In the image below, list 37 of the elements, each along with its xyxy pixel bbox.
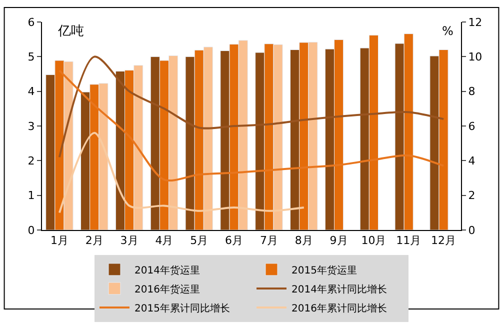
y-tick-label: 5 bbox=[28, 50, 35, 64]
x-tick-label: 2月 bbox=[85, 234, 104, 248]
x-tick-label: 10月 bbox=[361, 234, 386, 248]
y-axis-title: 亿吨 bbox=[57, 24, 84, 39]
legend-label: 2015年累计同比增长 bbox=[134, 302, 230, 314]
y2-tick-label: 0 bbox=[468, 224, 476, 237]
x-tick-label: 12月 bbox=[431, 234, 456, 248]
y-tick-label: 6 bbox=[28, 16, 35, 29]
line-series bbox=[58, 70, 445, 182]
legend-label: 2016年货运里 bbox=[134, 283, 200, 296]
x-tick-label: 5月 bbox=[190, 234, 208, 248]
x-tick-label: 6月 bbox=[225, 234, 244, 248]
line-series bbox=[58, 132, 305, 214]
x-tick-label: 9月 bbox=[330, 234, 348, 248]
legend-label: 2016年累计同比增长 bbox=[292, 302, 387, 314]
y-tick-label: 0 bbox=[28, 224, 35, 237]
legend-label: 2015年货运里 bbox=[292, 264, 357, 276]
y2-tick-label: 12 bbox=[468, 16, 482, 29]
x-tick-label: 4月 bbox=[155, 234, 174, 248]
y-tick-label: 4 bbox=[28, 85, 35, 98]
x-tick-label: 1月 bbox=[50, 234, 68, 248]
y2-tick-label: 10 bbox=[468, 50, 482, 64]
y-tick-label: 2 bbox=[28, 154, 35, 168]
line-series bbox=[58, 56, 445, 158]
y2-axis-title: % bbox=[442, 24, 454, 38]
legend-label: 2014年货运里 bbox=[134, 264, 200, 276]
legend-label: 2014年累计同比增长 bbox=[292, 283, 387, 296]
y2-tick-label: 8 bbox=[468, 85, 476, 98]
x-tick-label: 7月 bbox=[260, 234, 278, 248]
y-tick-label: 1 bbox=[28, 189, 35, 202]
x-tick-label: 3月 bbox=[120, 234, 138, 248]
y-tick-label: 3 bbox=[28, 120, 35, 133]
x-tick-label: 8月 bbox=[294, 234, 313, 248]
y2-tick-label: 6 bbox=[468, 120, 476, 133]
y2-tick-label: 4 bbox=[468, 154, 476, 168]
x-tick-label: 11月 bbox=[396, 234, 422, 248]
y2-tick-label: 2 bbox=[468, 189, 476, 202]
